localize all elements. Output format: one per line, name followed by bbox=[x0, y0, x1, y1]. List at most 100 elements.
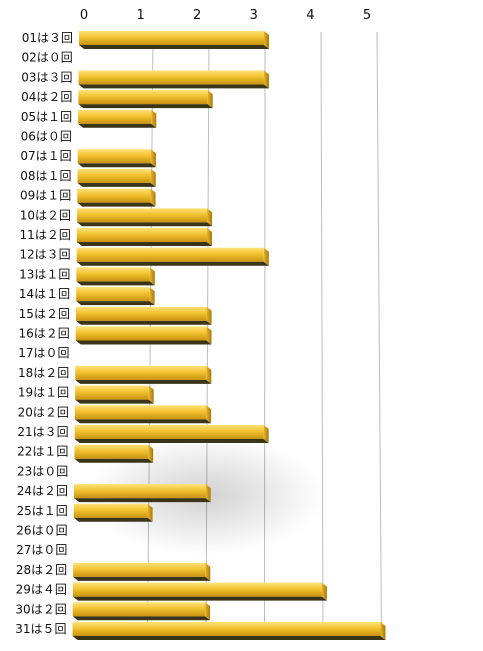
bars-layer bbox=[72, 31, 386, 640]
bar bbox=[74, 484, 211, 503]
bar-bottom-face bbox=[75, 399, 154, 404]
bar-bottom-face bbox=[76, 281, 155, 286]
category-label: 09は１回 bbox=[20, 189, 71, 203]
bar-end-cap bbox=[148, 385, 154, 404]
category-label: 16は２回 bbox=[18, 327, 69, 341]
category-label: 18は２回 bbox=[18, 366, 69, 380]
bar bbox=[74, 405, 212, 424]
gridline-5 bbox=[376, 31, 382, 641]
bar-bottom-face bbox=[75, 379, 212, 384]
category-label: 31は５回 bbox=[15, 622, 66, 636]
bar bbox=[72, 602, 211, 621]
bar-bottom-face bbox=[77, 202, 156, 207]
bar-end-cap bbox=[264, 31, 269, 49]
bar-bottom-face bbox=[76, 301, 155, 306]
bar-front-face bbox=[75, 385, 149, 400]
bar-front-face bbox=[74, 444, 149, 459]
category-label: 05は１回 bbox=[21, 110, 72, 124]
bar-end-cap bbox=[321, 582, 327, 601]
bar-end-cap bbox=[207, 90, 213, 109]
x-tick-label: 4 bbox=[306, 8, 314, 23]
bar bbox=[75, 306, 212, 325]
bar bbox=[75, 385, 154, 404]
bar-front-face bbox=[74, 405, 207, 420]
category-label: 01は３回 bbox=[22, 31, 73, 45]
bar-end-cap bbox=[205, 484, 211, 503]
bar-bottom-face bbox=[74, 458, 154, 463]
bar-front-face bbox=[76, 247, 264, 262]
category-label: 24は２回 bbox=[17, 484, 68, 498]
x-tick-label: 3 bbox=[250, 8, 258, 23]
bar-front-face bbox=[77, 188, 151, 203]
bar-bottom-face bbox=[77, 222, 213, 227]
x-tick-label: 2 bbox=[193, 8, 201, 23]
bar-end-cap bbox=[150, 149, 156, 168]
bar-end-cap bbox=[263, 70, 269, 89]
bar-end-cap bbox=[205, 602, 211, 621]
bar-end-cap bbox=[263, 425, 269, 443]
category-label: 23は０回 bbox=[17, 464, 68, 478]
category-label: 15は２回 bbox=[19, 307, 70, 321]
bar-front-face bbox=[78, 109, 152, 124]
category-label: 27は０回 bbox=[16, 543, 67, 557]
bar-bottom-face bbox=[74, 498, 211, 503]
bar-front-face bbox=[78, 70, 264, 85]
bar-bottom-face bbox=[72, 636, 386, 640]
bar-bottom-face bbox=[74, 439, 269, 443]
bar-front-face bbox=[72, 582, 322, 597]
bar-front-face bbox=[72, 622, 381, 636]
category-label: 02は０回 bbox=[22, 51, 73, 65]
bar bbox=[72, 622, 386, 640]
bar-bottom-face bbox=[73, 576, 211, 581]
bar-end-cap bbox=[147, 503, 153, 522]
category-label: 03は３回 bbox=[21, 70, 72, 84]
category-label: 11は２回 bbox=[20, 228, 71, 242]
bar bbox=[78, 109, 157, 128]
bar-front-face bbox=[76, 228, 207, 242]
bar-end-cap bbox=[206, 326, 212, 345]
bar bbox=[76, 267, 155, 286]
x-tick-label: 5 bbox=[363, 8, 371, 23]
category-label: 22は１回 bbox=[17, 445, 68, 459]
x-tick-label: 0 bbox=[80, 8, 88, 23]
bar bbox=[78, 70, 269, 89]
bar-end-cap bbox=[206, 365, 212, 384]
category-label: 10は２回 bbox=[20, 208, 71, 222]
bar-front-face bbox=[72, 602, 206, 617]
bar-end-cap bbox=[205, 562, 211, 581]
bar-end-cap bbox=[150, 168, 156, 187]
bar bbox=[74, 425, 269, 443]
gridline-4 bbox=[320, 31, 324, 641]
bar bbox=[73, 562, 211, 581]
x-axis-ticks: 0 1 2 3 4 5 bbox=[80, 8, 371, 23]
bar-end-cap bbox=[207, 208, 213, 227]
category-label: 21は３回 bbox=[17, 425, 68, 439]
category-label: 26は０回 bbox=[16, 524, 67, 538]
bar bbox=[77, 149, 156, 168]
bar bbox=[75, 365, 212, 384]
bar-end-cap bbox=[148, 444, 154, 463]
bar bbox=[76, 228, 212, 246]
bar bbox=[76, 287, 155, 306]
category-label: 06は０回 bbox=[21, 130, 72, 144]
bar-bottom-face bbox=[76, 242, 212, 246]
bar bbox=[78, 90, 213, 109]
category-label: 29は４回 bbox=[16, 583, 67, 597]
category-label: 08は１回 bbox=[20, 169, 71, 183]
bar-end-cap bbox=[150, 188, 156, 207]
bar-bottom-face bbox=[73, 517, 153, 522]
bar-front-face bbox=[77, 149, 151, 164]
category-label: 28は２回 bbox=[16, 563, 67, 577]
category-label: 17は０回 bbox=[18, 346, 69, 360]
bar bbox=[76, 247, 269, 266]
bar-front-face bbox=[76, 267, 150, 282]
bar-end-cap bbox=[380, 622, 386, 640]
category-label: 25は１回 bbox=[17, 504, 68, 518]
bar-bottom-face bbox=[75, 320, 212, 325]
bar bbox=[77, 188, 156, 207]
bar-end-cap bbox=[207, 228, 212, 246]
bar bbox=[77, 208, 213, 227]
bar bbox=[79, 31, 269, 49]
